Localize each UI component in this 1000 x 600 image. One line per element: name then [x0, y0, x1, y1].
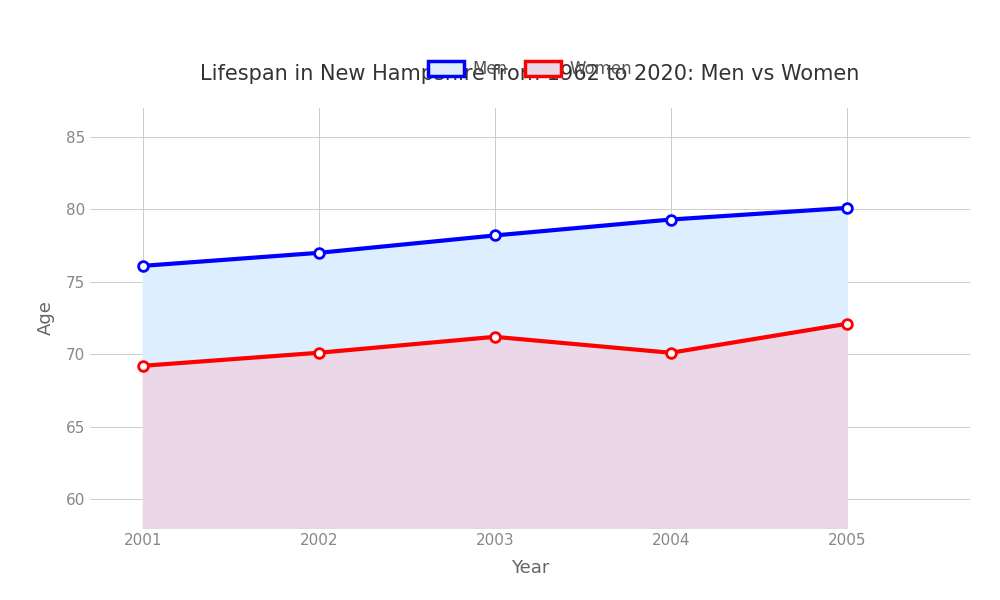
Title: Lifespan in New Hampshire from 1962 to 2020: Men vs Women: Lifespan in New Hampshire from 1962 to 2…: [200, 64, 860, 84]
Women: [313, 349, 325, 356]
Women: [841, 320, 853, 328]
Legend: Men, Women: Men, Women: [421, 53, 639, 85]
Women: [137, 362, 149, 370]
Women: [665, 349, 677, 356]
Line: Men: Men: [138, 203, 852, 271]
Men: [313, 249, 325, 256]
Men: [489, 232, 501, 239]
Men: [841, 205, 853, 212]
Men: [137, 262, 149, 269]
Y-axis label: Age: Age: [37, 301, 55, 335]
X-axis label: Year: Year: [511, 559, 549, 577]
Women: [489, 333, 501, 340]
Line: Women: Women: [138, 319, 852, 371]
Men: [665, 216, 677, 223]
